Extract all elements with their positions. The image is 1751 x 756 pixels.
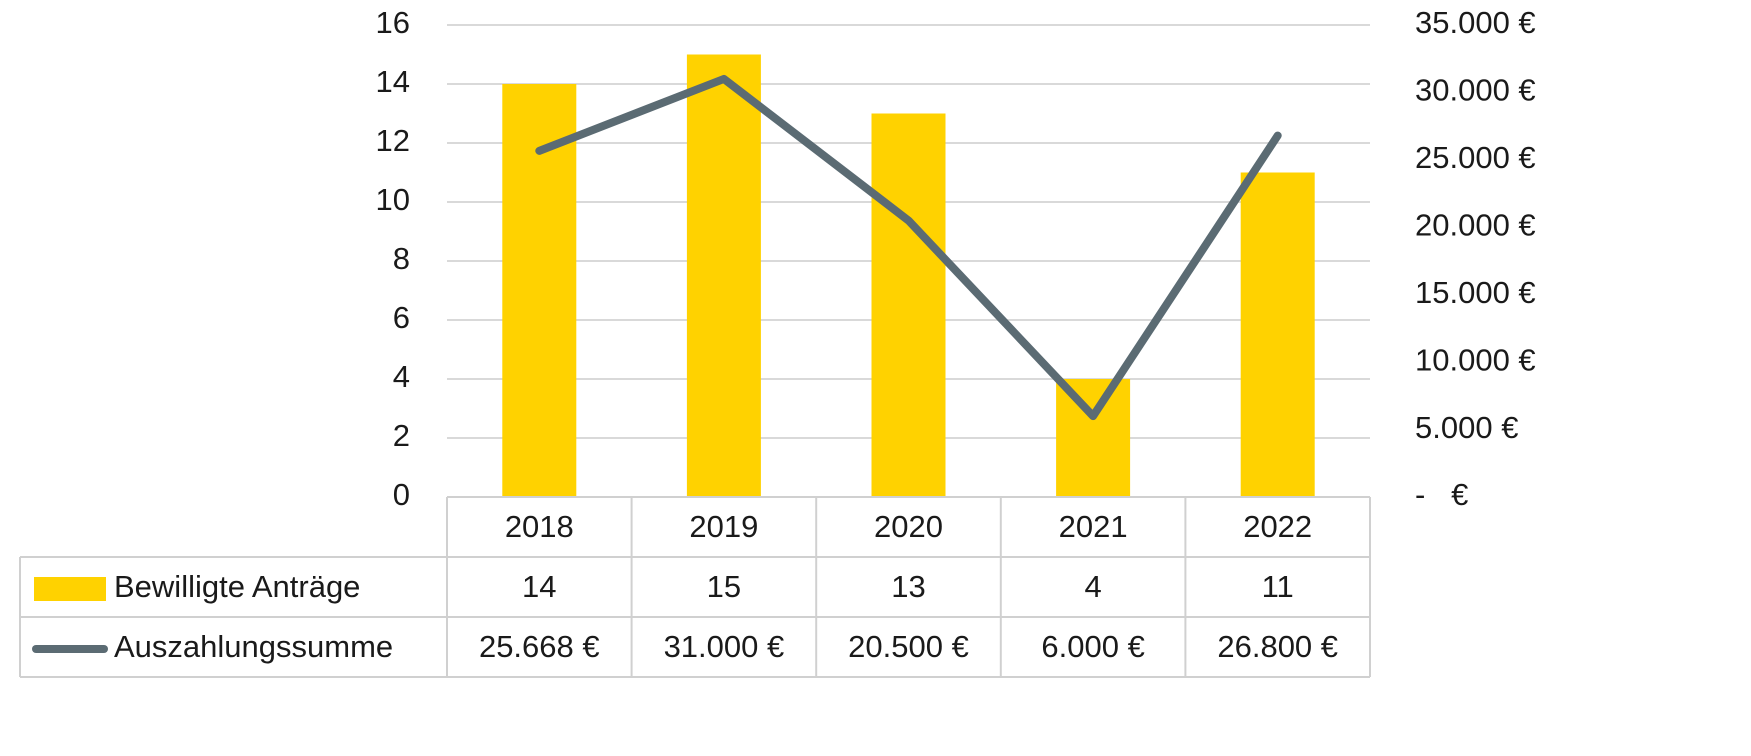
y2-tick-label: 30.000 € <box>1415 73 1536 108</box>
table-value: 4 <box>1084 569 1101 604</box>
x-tick-label: 2019 <box>689 509 758 544</box>
table-value: 31.000 € <box>664 629 785 664</box>
x-tick-label: 2022 <box>1243 509 1312 544</box>
y-tick-label: 14 <box>376 64 410 99</box>
table-value: 20.500 € <box>848 629 969 664</box>
table-value: 25.668 € <box>479 629 600 664</box>
table-value: 11 <box>1262 569 1294 604</box>
bar <box>502 84 577 497</box>
legend-swatch <box>34 577 106 601</box>
line <box>535 74 1282 421</box>
table-value: 13 <box>891 569 925 604</box>
table-value: 14 <box>522 569 556 604</box>
y-tick-label: 2 <box>393 418 410 453</box>
y2-tick-label: 10.000 € <box>1415 342 1536 377</box>
bar <box>1240 172 1315 497</box>
x-tick-label: 2021 <box>1059 509 1128 544</box>
bar <box>871 113 946 497</box>
y-tick-label: 0 <box>393 477 410 512</box>
y-tick-label: 10 <box>376 182 410 217</box>
legend-label: Auszahlungssumme <box>114 629 393 664</box>
y-tick-label: 12 <box>376 123 410 158</box>
legend-label: Bewilligte Anträge <box>114 569 360 604</box>
y-tick-label: 16 <box>376 5 410 40</box>
table-value: 15 <box>707 569 741 604</box>
y2-tick-label: 25.000 € <box>1415 140 1536 175</box>
y2-tick-label: 5.000 € <box>1415 410 1518 445</box>
y2-tick-label: 35.000 € <box>1415 5 1536 40</box>
x-tick-label: 2020 <box>874 509 943 544</box>
x-tick-label: 2018 <box>505 509 574 544</box>
y-tick-label: 4 <box>393 359 410 394</box>
bar <box>1056 379 1131 497</box>
table-value: 6.000 € <box>1041 629 1144 664</box>
bar <box>686 54 761 497</box>
y2-tick-label: 20.000 € <box>1415 207 1536 242</box>
y-tick-label: 8 <box>393 241 410 276</box>
y2-tick-label: - € <box>1415 477 1468 512</box>
table-value: 26.800 € <box>1217 629 1338 664</box>
y-tick-label: 6 <box>393 300 410 335</box>
y2-tick-label: 15.000 € <box>1415 275 1536 310</box>
